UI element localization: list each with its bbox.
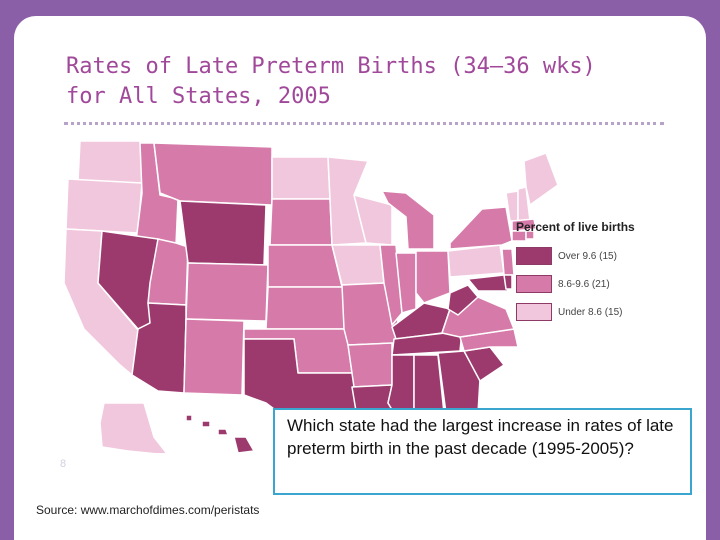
- map-state-new-york: [449, 206, 513, 250]
- legend-swatch-mid: [516, 275, 552, 293]
- map-state-michigan: [381, 190, 435, 250]
- map-state-new-mexico: [183, 318, 245, 396]
- map-state-delaware: [503, 274, 513, 290]
- legend-label-high: Over 9.6 (15): [558, 250, 617, 262]
- legend-item-mid: 8.6-9.6 (21): [516, 274, 686, 294]
- legend-label-low: Under 8.6 (15): [558, 306, 623, 318]
- map-state-west-virginia: [447, 284, 479, 316]
- map-state-hawaii-big-island: [233, 436, 255, 453]
- map-state-kansas: [265, 286, 347, 330]
- map-state-connecticut: [511, 230, 527, 242]
- legend-swatch-low: [516, 303, 552, 321]
- us-states-map: [63, 140, 559, 453]
- map-state-hawaii-maui: [217, 428, 229, 436]
- map-state-ohio: [415, 250, 451, 304]
- map-state-south-dakota: [269, 198, 333, 246]
- map-state-oregon: [65, 178, 143, 234]
- map-state-alaska: [99, 402, 168, 453]
- legend-swatch-high: [516, 247, 552, 265]
- title-line-1: Rates of Late Preterm Births (34–36 wks): [66, 54, 596, 79]
- source-citation: Source: www.marchofdimes.com/peristats: [36, 503, 260, 517]
- map-state-iowa: [331, 244, 385, 286]
- map-state-hawaii-kauai: [185, 414, 193, 422]
- map-state-rhode-island: [525, 230, 535, 240]
- map-state-montana: [153, 142, 273, 206]
- map-state-hawaii-oahu: [201, 420, 211, 428]
- map-state-arizona: [131, 302, 187, 394]
- map-state-maine: [523, 152, 559, 206]
- title-divider: [64, 122, 664, 125]
- map-state-nebraska: [267, 244, 343, 288]
- slide-title: Rates of Late Preterm Births (34–36 wks)…: [66, 52, 596, 112]
- map-state-colorado: [185, 262, 269, 322]
- map-state-arkansas: [347, 342, 393, 388]
- map-state-massachusetts: [511, 218, 537, 232]
- slide: Rates of Late Preterm Births (34–36 wks)…: [14, 16, 706, 540]
- slide-number: 8: [60, 458, 67, 470]
- map-state-maryland: [467, 274, 509, 292]
- map-legend: Percent of live births Over 9.6 (15) 8.6…: [516, 220, 686, 330]
- map-state-pennsylvania: [447, 244, 505, 278]
- map-state-new-jersey: [501, 248, 515, 276]
- map-state-washington: [77, 140, 143, 184]
- legend-item-high: Over 9.6 (15): [516, 246, 686, 266]
- legend-label-mid: 8.6-9.6 (21): [558, 278, 610, 290]
- question-box: Which state had the largest increase in …: [273, 408, 692, 495]
- legend-title: Percent of live births: [516, 220, 635, 234]
- map-state-north-dakota: [271, 156, 331, 200]
- map-state-wyoming: [179, 200, 267, 266]
- map-state-georgia: [437, 350, 481, 414]
- title-line-2: for All States, 2005: [66, 84, 331, 109]
- legend-item-low: Under 8.6 (15): [516, 302, 686, 322]
